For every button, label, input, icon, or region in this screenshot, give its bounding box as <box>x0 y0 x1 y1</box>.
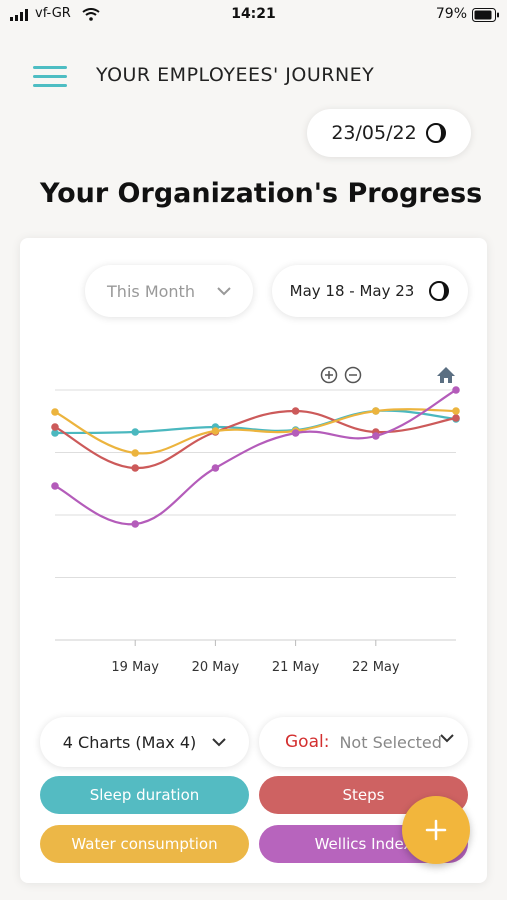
data-point[interactable] <box>372 432 380 440</box>
data-point[interactable] <box>51 429 59 437</box>
progress-card <box>20 238 487 883</box>
data-point[interactable] <box>51 423 59 431</box>
date-range-button[interactable]: May 18 - May 23 <box>272 265 468 317</box>
period-select-label: This Month <box>107 281 195 301</box>
app-title: YOUR EMPLOYEES' JOURNEY <box>96 64 375 86</box>
data-point[interactable] <box>131 464 139 472</box>
charts-select[interactable]: 4 Charts (Max 4) <box>40 717 249 767</box>
half-moon-calendar-icon <box>429 281 450 301</box>
x-tick-label: 22 May <box>352 660 400 675</box>
zoom-in-icon[interactable] <box>320 366 338 384</box>
home-icon[interactable] <box>437 367 455 383</box>
wifi-icon <box>82 8 100 21</box>
hamburger-menu-icon[interactable] <box>33 66 67 88</box>
date-picker-button[interactable]: 23/05/22 <box>307 109 471 157</box>
period-select[interactable]: This Month <box>85 265 253 317</box>
half-moon-calendar-icon <box>425 123 446 143</box>
goal-value: Not Selected <box>339 732 442 752</box>
data-point[interactable] <box>452 414 460 422</box>
data-point[interactable] <box>452 407 460 415</box>
date-range-label: May 18 - May 23 <box>289 282 415 300</box>
toggle-water-consumption[interactable]: Water consumption <box>40 825 249 863</box>
zoom-out-icon[interactable] <box>344 366 362 384</box>
chevron-down-icon <box>217 286 231 295</box>
toggle-steps[interactable]: Steps <box>259 776 468 814</box>
chevron-down-icon <box>212 737 226 746</box>
data-point[interactable] <box>372 407 380 415</box>
data-point[interactable] <box>211 427 220 435</box>
signal-icon <box>10 9 28 21</box>
data-point[interactable] <box>51 482 59 490</box>
plus-icon <box>425 819 447 841</box>
data-point[interactable] <box>51 408 59 416</box>
add-button[interactable] <box>402 796 470 864</box>
chart-series <box>51 386 460 528</box>
x-axis-ticks: 19 May 20 May 21 May 22 May <box>111 640 400 675</box>
data-point[interactable] <box>291 407 300 415</box>
chevron-down-icon <box>440 734 454 743</box>
series-line <box>54 389 457 526</box>
chart-grid <box>55 389 456 641</box>
carrier-name: vf-GR <box>35 6 71 21</box>
battery-icon <box>472 8 499 22</box>
page-title: Your Organization's Progress <box>40 178 483 209</box>
battery-percent: 79% <box>435 6 467 22</box>
series-line <box>54 409 457 435</box>
status-bar: vf-GR 14:21 79% <box>0 0 507 30</box>
goal-label: Goal: <box>285 732 330 752</box>
x-tick-label: 21 May <box>272 660 320 675</box>
data-point[interactable] <box>131 428 139 436</box>
x-tick-label: 19 May <box>111 660 159 675</box>
data-point[interactable] <box>291 429 300 437</box>
data-point[interactable] <box>452 386 460 394</box>
charts-select-label: 4 Charts (Max 4) <box>62 732 197 752</box>
x-tick-label: 20 May <box>192 660 240 675</box>
data-point[interactable] <box>131 449 139 457</box>
data-point[interactable] <box>211 464 220 472</box>
goal-select[interactable]: Goal: Not Selected <box>259 717 468 767</box>
status-time: 14:21 <box>231 6 276 22</box>
data-point[interactable] <box>131 520 139 528</box>
toggle-sleep-duration[interactable]: Sleep duration <box>40 776 249 814</box>
current-date: 23/05/22 <box>331 122 417 144</box>
series-line <box>54 409 457 470</box>
